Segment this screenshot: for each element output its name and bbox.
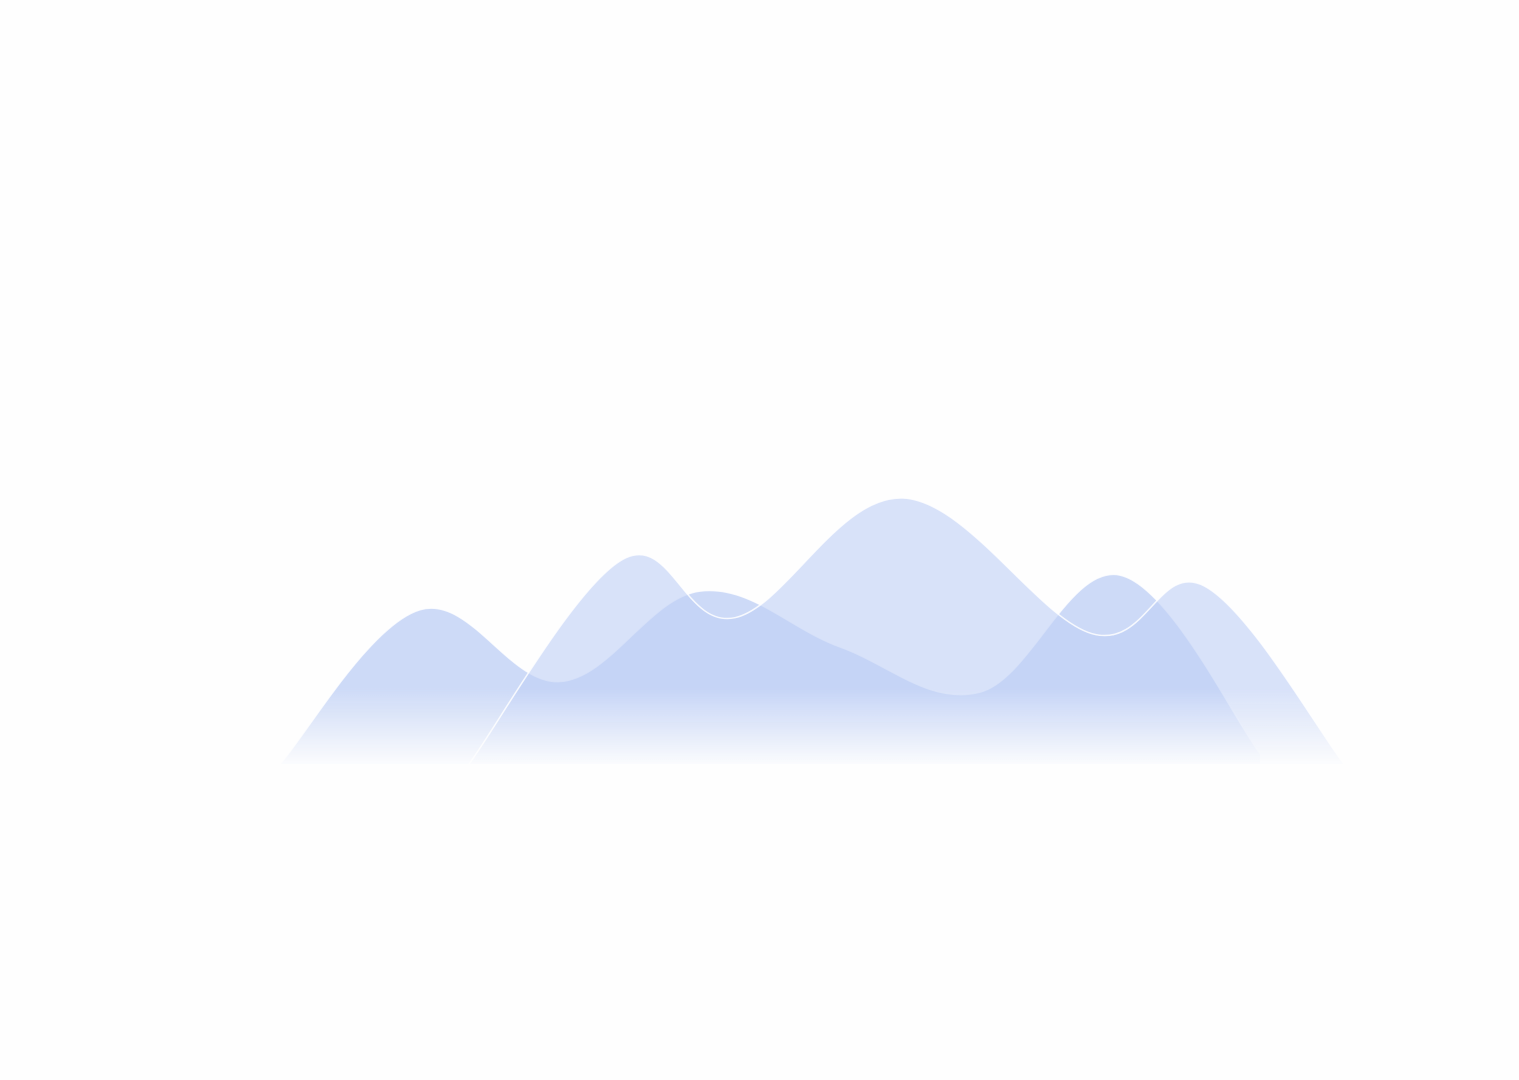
plot-area xyxy=(279,497,1345,765)
series-2-line xyxy=(468,497,1345,765)
series-2-area xyxy=(469,497,1344,764)
